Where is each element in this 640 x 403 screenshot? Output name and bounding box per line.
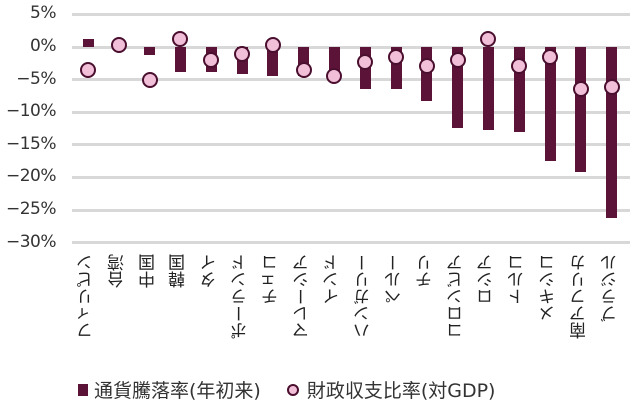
- gridline: [72, 110, 630, 114]
- legend: 通貨騰落率(年初来) 財政収支比率(対GDP): [78, 376, 521, 403]
- y-tick-label: −25%: [5, 199, 57, 219]
- x-tick-label: 南アフリカ: [569, 254, 590, 339]
- currency-bar: [544, 47, 556, 162]
- bar-swatch-icon: [78, 383, 88, 396]
- x-tick-label: マレーシア: [292, 254, 313, 339]
- y-tick-label: −15%: [5, 133, 57, 154]
- y-tick-label: −30%: [5, 231, 57, 252]
- currency-bar: [390, 47, 402, 89]
- x-tick-label: ポーランド: [231, 254, 251, 339]
- currency-bar: [267, 47, 279, 77]
- x-tick-label: タイ: [200, 254, 221, 288]
- fiscal-marker: [449, 52, 466, 69]
- x-tick-label: ハンガリー: [354, 254, 375, 339]
- gridline: [72, 78, 630, 82]
- y-tick-label: 5%: [30, 3, 56, 24]
- fiscal-marker: [603, 78, 620, 95]
- gridline: [72, 45, 630, 49]
- y-tick-label: −10%: [5, 101, 57, 122]
- currency-bar: [606, 47, 618, 218]
- currency-bar: [328, 47, 340, 76]
- gridline: [72, 241, 630, 245]
- circle-swatch-icon: [286, 383, 299, 396]
- fiscal-marker: [357, 53, 374, 70]
- fiscal-marker: [234, 45, 250, 62]
- fiscal-marker: [110, 37, 127, 54]
- fiscal-marker: [388, 49, 404, 66]
- currency-bar: [174, 47, 186, 73]
- fiscal-marker: [172, 30, 189, 47]
- currency-bar: [421, 47, 433, 102]
- x-tick-label: ペルー: [385, 254, 405, 305]
- currency-bar: [144, 47, 156, 55]
- gridline: [72, 143, 630, 147]
- x-tick-label: トルコ: [508, 254, 529, 305]
- fiscal-marker: [295, 61, 312, 78]
- legend-label-fiscal: 財政収支比率(対GDP): [306, 380, 496, 402]
- fiscal-marker: [480, 31, 497, 48]
- fiscal-marker: [203, 52, 220, 69]
- fiscal-marker: [418, 57, 435, 74]
- fiscal-marker: [264, 37, 281, 54]
- legend-item-currency: 通貨騰落率(年初来): [78, 376, 261, 403]
- currency-bar: [482, 47, 494, 130]
- x-tick-label: メキシコ: [539, 254, 559, 322]
- gridline: [72, 175, 630, 179]
- currency-bar: [452, 47, 464, 128]
- gridline: [72, 12, 630, 16]
- x-tick-label: チリ: [415, 254, 436, 288]
- gridline: [72, 208, 630, 212]
- x-tick-label: 韓国: [169, 254, 190, 288]
- currency-bar: [298, 47, 310, 77]
- x-tick-label: チェコ: [261, 254, 282, 305]
- x-tick-label: インド: [323, 254, 344, 305]
- currency-bar: [575, 47, 587, 173]
- fiscal-marker: [80, 61, 96, 78]
- x-tick-label: ブラジル: [600, 254, 621, 322]
- fiscal-marker: [542, 49, 558, 66]
- x-tick-label: 台湾: [107, 254, 128, 288]
- fiscal-marker: [141, 72, 158, 89]
- y-tick-label: −20%: [5, 166, 57, 187]
- legend-label-currency: 通貨騰落率(年初来): [94, 380, 261, 402]
- currency-bar: [82, 39, 94, 47]
- fiscal-marker: [572, 80, 589, 97]
- y-tick-label: −5%: [16, 68, 56, 89]
- x-tick-label: コロンビア: [446, 254, 467, 339]
- x-tick-label: フィリピン: [77, 254, 97, 339]
- legend-item-fiscal: 財政収支比率(対GDP): [286, 376, 496, 403]
- x-tick-label: 中国: [138, 254, 159, 288]
- fiscal-marker: [326, 68, 343, 85]
- currency-bar: [513, 47, 525, 133]
- x-tick-label: ロシア: [477, 254, 498, 305]
- y-tick-label: 0%: [30, 36, 56, 56]
- fiscal-marker: [511, 57, 528, 74]
